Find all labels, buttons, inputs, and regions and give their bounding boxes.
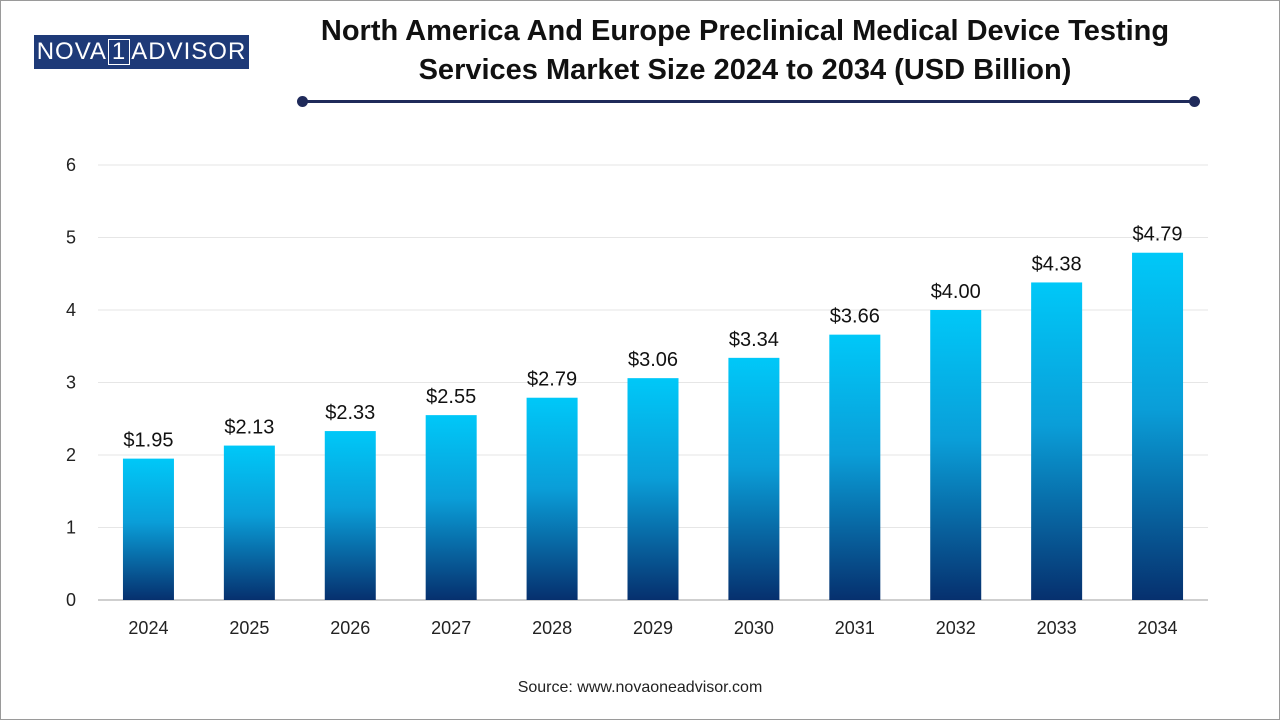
data-label: $3.06: [628, 349, 678, 371]
x-tick-label: 2028: [532, 618, 572, 638]
data-label: $2.33: [325, 402, 375, 424]
x-tick-label: 2033: [1037, 618, 1077, 638]
bar-2032: [930, 310, 982, 600]
y-tick-label: 6: [66, 155, 76, 175]
y-tick-label: 3: [66, 373, 76, 393]
data-label: $4.79: [1133, 224, 1183, 246]
bar-2033: [1031, 282, 1083, 600]
data-label: $2.55: [426, 386, 476, 408]
y-tick-label: 1: [66, 518, 76, 538]
bar-2024: [122, 458, 174, 600]
y-tick-label: 5: [66, 228, 76, 248]
bar-2028: [526, 397, 578, 600]
logo-one: 1: [107, 39, 131, 65]
x-tick-label: 2026: [330, 618, 370, 638]
bar-2031: [829, 334, 881, 600]
x-tick-label: 2034: [1138, 618, 1178, 638]
bar-2025: [223, 445, 275, 600]
data-label: $2.79: [527, 369, 577, 391]
underline-dot-right: [1189, 96, 1200, 107]
bar-2034: [1132, 252, 1184, 600]
x-tick-label: 2025: [229, 618, 269, 638]
data-label: $1.95: [123, 430, 173, 452]
brand-logo: NOVA 1 ADVISOR: [34, 35, 249, 69]
x-tick-label: 2030: [734, 618, 774, 638]
y-tick-label: 2: [66, 445, 76, 465]
x-tick-label: 2029: [633, 618, 673, 638]
title-underline: [302, 100, 1196, 103]
logo-prefix: NOVA: [36, 38, 107, 65]
source-note: Source: www.novaoneadvisor.com: [517, 679, 763, 696]
y-tick-label: 0: [66, 590, 76, 610]
data-label: $3.66: [830, 306, 880, 328]
data-label: $3.34: [729, 329, 779, 351]
bar-2026: [324, 431, 376, 600]
y-tick-label: 4: [66, 300, 76, 320]
x-tick-label: 2027: [431, 618, 471, 638]
underline-dot-left: [297, 96, 308, 107]
x-tick-label: 2031: [835, 618, 875, 638]
chart-title: North America And Europe Preclinical Med…: [320, 15, 1170, 86]
data-label: $4.00: [931, 281, 981, 303]
bar-2030: [728, 357, 780, 600]
data-label: $4.38: [1032, 253, 1082, 275]
data-label: $2.13: [224, 417, 274, 439]
bar-2027: [425, 415, 477, 600]
x-tick-label: 2032: [936, 618, 976, 638]
x-tick-label: 2024: [128, 618, 168, 638]
logo-suffix: ADVISOR: [131, 38, 247, 65]
bar-2029: [627, 378, 679, 600]
